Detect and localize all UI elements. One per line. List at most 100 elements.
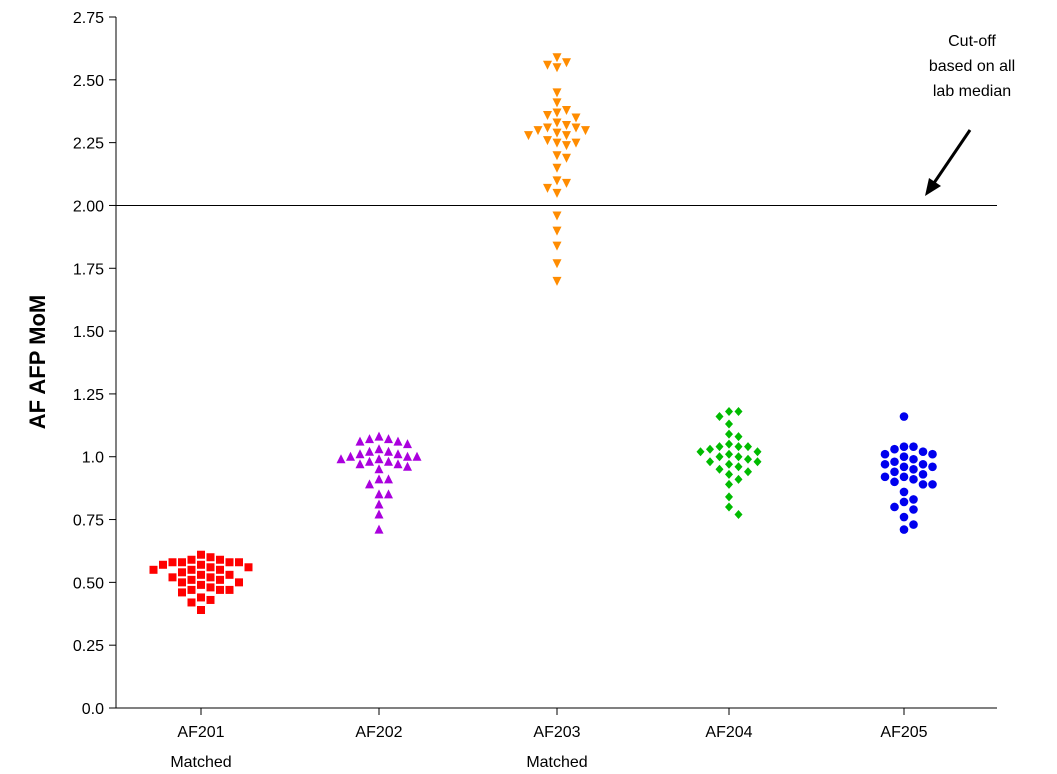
data-point-af203 bbox=[552, 188, 562, 198]
cutoff-annotation: Cut-off based on all lab median bbox=[925, 33, 1015, 196]
y-tick-label: 0.50 bbox=[73, 575, 104, 592]
data-point-af203 bbox=[571, 123, 581, 133]
data-point-af201 bbox=[178, 588, 186, 597]
data-point-af202 bbox=[374, 524, 384, 534]
data-point-af201 bbox=[216, 575, 224, 584]
data-point-af202 bbox=[355, 436, 365, 446]
data-point-af203 bbox=[543, 60, 552, 70]
data-point-af201 bbox=[197, 550, 205, 559]
x-tick-label: AF201 bbox=[177, 724, 224, 741]
data-point-af201 bbox=[168, 558, 177, 567]
data-point-af203 bbox=[562, 178, 571, 188]
data-point-af202 bbox=[374, 509, 384, 519]
data-point-af204 bbox=[744, 454, 752, 464]
x-tick-sublabel: Matched bbox=[170, 754, 231, 771]
data-point-af201 bbox=[225, 558, 234, 567]
data-point-af205 bbox=[890, 444, 899, 454]
data-point-af203 bbox=[543, 136, 552, 146]
data-point-af203 bbox=[562, 105, 571, 115]
data-point-af205 bbox=[909, 505, 918, 514]
data-point-af201 bbox=[197, 580, 205, 589]
data-point-af204 bbox=[744, 467, 752, 477]
data-point-af204 bbox=[725, 449, 733, 459]
data-point-af202 bbox=[374, 474, 384, 484]
data-point-af203 bbox=[533, 126, 543, 136]
data-point-af205 bbox=[899, 472, 909, 482]
data-point-af205 bbox=[899, 487, 909, 497]
data-point-af205 bbox=[890, 467, 899, 477]
data-point-af205 bbox=[890, 477, 899, 487]
data-point-af202 bbox=[374, 499, 384, 509]
data-point-af202 bbox=[374, 444, 384, 454]
data-point-af201 bbox=[197, 560, 205, 569]
data-point-af202 bbox=[355, 459, 365, 469]
data-point-af202 bbox=[403, 451, 412, 461]
data-point-af204 bbox=[734, 474, 743, 484]
y-tick-label: 2.25 bbox=[73, 136, 104, 153]
data-point-af201 bbox=[168, 573, 177, 582]
data-point-af204 bbox=[706, 444, 714, 454]
y-axis-title: AF AFP MoM bbox=[25, 295, 50, 429]
data-point-af205 bbox=[909, 475, 918, 484]
data-point-af204 bbox=[734, 510, 743, 520]
y-tick-label: 0.25 bbox=[73, 638, 104, 655]
data-point-af205 bbox=[909, 495, 918, 504]
data-point-af202 bbox=[374, 454, 384, 464]
cutoff-arrow-head bbox=[925, 178, 941, 196]
data-point-af201 bbox=[178, 578, 186, 587]
data-point-af202 bbox=[346, 451, 355, 461]
data-point-af205 bbox=[899, 525, 909, 534]
data-point-af205 bbox=[918, 459, 928, 469]
data-point-af203 bbox=[581, 126, 590, 136]
data-point-af202 bbox=[336, 454, 346, 464]
data-point-af205 bbox=[899, 452, 909, 462]
data-point-af205 bbox=[899, 512, 909, 522]
data-point-af204 bbox=[706, 457, 714, 467]
data-point-af203 bbox=[571, 138, 581, 148]
data-point-af201 bbox=[159, 560, 167, 569]
data-point-af201 bbox=[206, 573, 215, 582]
data-point-af203 bbox=[524, 131, 533, 141]
data-point-af202 bbox=[384, 434, 393, 444]
data-point-af205 bbox=[880, 449, 890, 459]
data-point-af201 bbox=[187, 585, 196, 594]
data-point-af201 bbox=[206, 595, 215, 604]
data-point-af203 bbox=[562, 153, 571, 163]
data-point-af203 bbox=[552, 108, 562, 118]
data-point-af204 bbox=[753, 457, 762, 467]
data-point-af202 bbox=[355, 449, 365, 459]
data-point-af202 bbox=[384, 474, 393, 484]
data-point-af203 bbox=[552, 259, 562, 269]
data-point-af204 bbox=[734, 452, 743, 462]
data-point-af201 bbox=[178, 558, 186, 567]
data-point-af202 bbox=[374, 489, 384, 499]
data-point-af202 bbox=[393, 449, 403, 459]
y-tick-label: 0.75 bbox=[73, 513, 104, 530]
data-point-af204 bbox=[725, 469, 733, 479]
data-point-af202 bbox=[412, 451, 422, 461]
data-point-af204 bbox=[734, 432, 743, 442]
data-point-af201 bbox=[149, 565, 158, 574]
y-tick-label: 1.50 bbox=[73, 324, 104, 341]
data-point-af201 bbox=[187, 565, 196, 574]
data-point-af201 bbox=[187, 598, 196, 607]
data-point-af201 bbox=[206, 553, 215, 562]
y-tick-label: 0.0 bbox=[82, 701, 104, 718]
data-point-af202 bbox=[384, 456, 393, 466]
data-point-af201 bbox=[206, 583, 215, 592]
data-point-af205 bbox=[909, 454, 918, 464]
data-point-af201 bbox=[197, 593, 205, 602]
data-point-af205 bbox=[909, 442, 918, 451]
data-point-af204 bbox=[725, 459, 733, 469]
data-point-af205 bbox=[899, 462, 909, 472]
data-point-af205 bbox=[928, 480, 937, 489]
data-point-af204 bbox=[734, 406, 743, 416]
data-point-af201 bbox=[244, 563, 253, 572]
data-point-af201 bbox=[235, 558, 243, 567]
data-point-af205 bbox=[909, 520, 918, 529]
data-point-af201 bbox=[187, 575, 196, 584]
y-tick-label: 1.25 bbox=[73, 387, 104, 404]
data-point-af203 bbox=[552, 226, 562, 236]
x-tick-label: AF202 bbox=[355, 724, 402, 741]
